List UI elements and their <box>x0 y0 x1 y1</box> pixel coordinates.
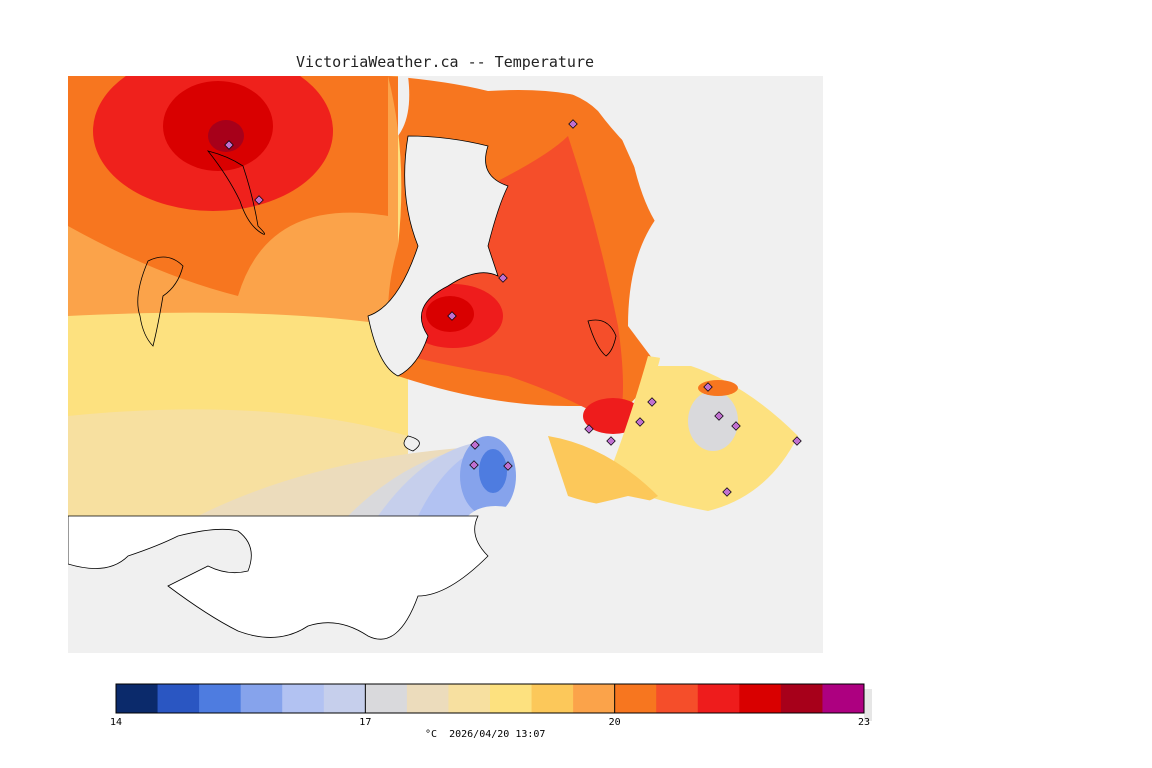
station-marker <box>584 424 594 434</box>
legend-swatch <box>822 684 865 713</box>
temperature-map[interactable] <box>68 76 823 653</box>
legend-swatch <box>490 684 533 713</box>
legend-swatch <box>365 684 408 713</box>
station-marker <box>792 436 802 446</box>
station-marker <box>224 140 234 150</box>
legend-swatch <box>697 684 740 713</box>
legend-swatch <box>614 684 657 713</box>
station-marker <box>568 119 578 129</box>
station-marker <box>731 421 741 431</box>
legend-tick-label: 20 <box>608 717 621 728</box>
station-marker <box>503 461 513 471</box>
legend-swatch <box>531 684 574 713</box>
station-marker <box>498 273 508 283</box>
station-marker <box>469 460 479 470</box>
legend-swatch <box>240 684 283 713</box>
temperature-field <box>68 76 516 516</box>
legend-swatch <box>282 684 325 713</box>
timestamp: 2026/04/20 13:07 <box>449 729 546 740</box>
legend-tick-label: 14 <box>109 717 123 728</box>
legend-swatch <box>157 684 200 713</box>
legend-swatch <box>656 684 699 713</box>
legend-caption: °C 2026/04/20 13:07 <box>425 729 545 740</box>
legend-swatch <box>573 684 616 713</box>
legend-swatch <box>199 684 242 713</box>
station-marker <box>470 440 480 450</box>
legend-frame <box>115 683 865 714</box>
station-marker <box>254 195 264 205</box>
station-markers <box>224 119 802 497</box>
legend-tick-label: 23 <box>857 717 871 728</box>
legend-swatch <box>780 684 823 713</box>
station-marker <box>447 311 457 321</box>
legend-swatch <box>323 684 366 713</box>
legend-swatch <box>739 684 782 713</box>
station-marker <box>722 487 732 497</box>
legend-swatch <box>406 684 449 713</box>
station-marker <box>635 417 645 427</box>
map-title: VictoriaWeather.ca -- Temperature <box>295 53 594 71</box>
island-outline <box>587 319 617 357</box>
legend-tick-label: 17 <box>359 717 372 728</box>
station-marker <box>647 397 657 407</box>
island-outline <box>137 256 184 347</box>
legend-swatch <box>448 684 491 713</box>
unit-label: °C <box>425 729 438 740</box>
island-outline <box>206 150 266 235</box>
station-marker <box>703 382 713 392</box>
station-marker <box>714 411 724 421</box>
southern-landmass <box>68 515 489 640</box>
legend-swatch <box>116 684 159 713</box>
station-marker <box>606 436 616 446</box>
